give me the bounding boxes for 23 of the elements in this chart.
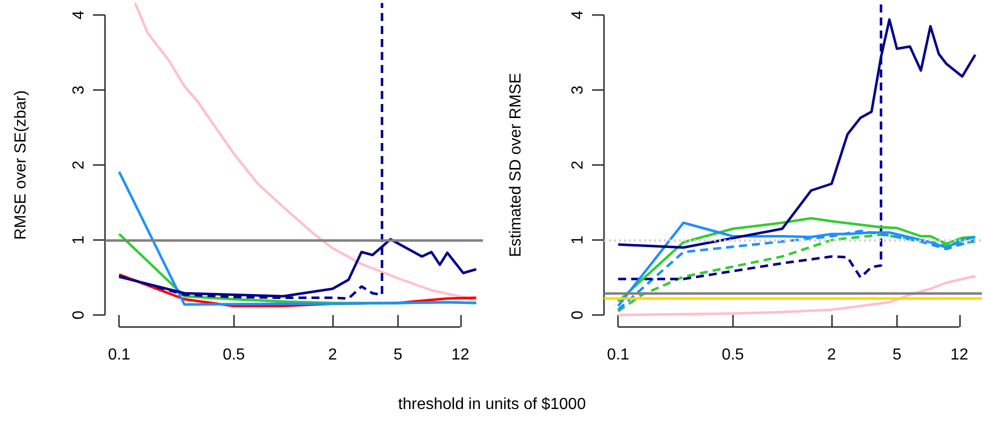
y-tick-label: 1: [570, 235, 586, 244]
y-tick-label: 4: [70, 10, 88, 20]
x-tick-label: 2: [827, 346, 836, 364]
x-tick-label: 0.5: [222, 346, 246, 364]
y-tick-label: 0: [70, 310, 88, 320]
y-tick-label: 3: [70, 85, 88, 94]
y-tick-label: 4: [570, 10, 586, 20]
y-tick-label: 3: [570, 85, 586, 94]
x-tick-label: 2: [328, 346, 338, 364]
y-tick-label: 1: [70, 235, 88, 244]
x-tick-label: 0.1: [607, 346, 630, 364]
y-axis-title: RMSE over SE(zbar): [12, 90, 30, 240]
y-tick-label: 2: [70, 160, 88, 170]
x-tick-label: 12: [950, 346, 968, 364]
x-axis-title: threshold in units of $1000: [397, 396, 587, 414]
x-tick-label: 5: [393, 346, 402, 364]
y-tick-label: 2: [570, 160, 586, 170]
x-tick-label: 5: [892, 346, 902, 364]
x-tick-label: 12: [451, 346, 470, 364]
x-tick-label: 0.5: [722, 346, 744, 364]
y-tick-label: 0: [570, 310, 586, 320]
x-tick-label: 0.1: [108, 346, 130, 364]
y-axis-title: Estimated SD over RMSE: [508, 72, 524, 258]
